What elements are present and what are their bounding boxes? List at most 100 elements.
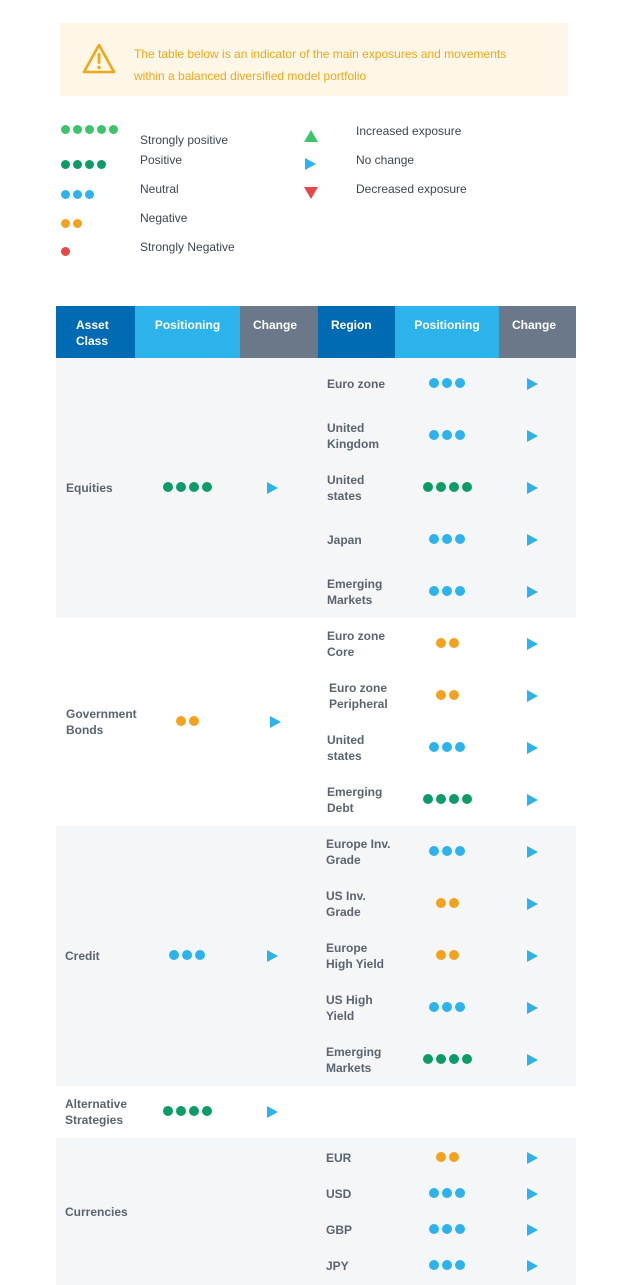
rating-dot (162, 1106, 173, 1116)
rating-dot (455, 586, 465, 596)
region-name-line1: JPY (326, 1259, 349, 1273)
region-name-line2: High Yield (326, 957, 385, 971)
region-positioning (422, 1054, 472, 1064)
region-name-line1: Europe Inv. (326, 837, 391, 851)
asset-class-positioning (162, 482, 212, 492)
region-positioning (429, 1002, 465, 1012)
region-positioning (429, 430, 465, 440)
rating-dot (461, 794, 472, 804)
rating-dot (448, 690, 459, 700)
rating-dot (429, 846, 439, 856)
region-name: Emerging Markets (326, 1044, 381, 1076)
region-name-line2: states (327, 749, 362, 763)
rating-dot (455, 742, 465, 752)
legend-label-decreased: Decreased exposure (356, 182, 467, 196)
region-name-line1: Euro zone (327, 629, 386, 643)
table-header: Asset Class Positioning Change Region Po… (56, 306, 576, 358)
region-name-line1: USD (326, 1187, 352, 1201)
region-name-line2: Yield (326, 1009, 355, 1023)
legend-dots-strongly-negative (61, 247, 70, 256)
legend-label-strongly-positive: Strongly positive (140, 133, 229, 147)
header-change-2: Change (499, 306, 576, 358)
region-name-line1: United (327, 733, 365, 747)
legend-label-neutral: Neutral (140, 182, 179, 196)
legend-label-negative: Negative (140, 211, 188, 225)
asset-class-name-line1: Alternative (65, 1097, 128, 1111)
rating-dot (455, 846, 465, 856)
rating-dot (188, 1106, 199, 1116)
region-name-line1: Emerging (327, 577, 383, 591)
rating-dot (429, 430, 439, 440)
region-name-line2: Kingdom (327, 437, 379, 451)
region-positioning (429, 1188, 465, 1198)
region-change-icon (527, 794, 538, 806)
asset-class-name-line2: Strategies (65, 1113, 124, 1127)
region-name: Emerging Markets (327, 576, 382, 608)
rating-dot (461, 1054, 472, 1064)
region-name: GBP (326, 1222, 352, 1238)
region-name-line2: Debt (327, 801, 354, 815)
header-positioning-2: Positioning (395, 306, 499, 358)
region-positioning (422, 794, 472, 804)
rating-dot (188, 716, 199, 726)
region-change-icon (527, 1224, 538, 1236)
rating-dot (429, 1224, 439, 1234)
region-name: Euro zone Core (327, 628, 385, 660)
header-asset-class-line2: Class (76, 334, 109, 348)
triangle-down-icon (304, 187, 318, 199)
region-positioning (429, 1260, 465, 1270)
region-name: Emerging Debt (327, 784, 382, 816)
rating-dot (448, 950, 459, 960)
legend-label-positive: Positive (140, 153, 183, 167)
region-positioning (435, 638, 459, 648)
rating-dot (201, 482, 212, 492)
region-change-icon (527, 846, 538, 858)
header-asset-class: Asset Class (56, 306, 135, 358)
exposure-table: Asset Class Positioning Change Region Po… (56, 306, 576, 1285)
asset-class-name: Equities (66, 480, 113, 496)
region-name: Euro zone (327, 376, 385, 392)
rating-dot (442, 742, 452, 752)
triangle-right-icon (305, 158, 316, 170)
header-positioning: Positioning (135, 306, 240, 358)
rating-dot (429, 1188, 439, 1198)
rating-dot (175, 716, 186, 726)
rating-dot (448, 794, 459, 804)
region-name-line1: GBP (326, 1223, 353, 1237)
region-change-icon (527, 638, 538, 650)
region-change-icon (527, 586, 538, 598)
rating-dot (435, 794, 446, 804)
region-name: US Inv. Grade (326, 888, 366, 920)
rating-dot (435, 482, 446, 492)
region-name-line1: Emerging (327, 785, 383, 799)
triangle-up-icon (304, 130, 318, 142)
region-name: JPY (326, 1258, 349, 1274)
asset-class-name: Alternative Strategies (65, 1096, 127, 1128)
rating-dot (195, 950, 205, 960)
asset-class-name: Credit (65, 948, 100, 964)
header-region: Region (318, 306, 395, 358)
region-positioning (429, 586, 465, 596)
legend-dots-strongly-positive (61, 125, 118, 134)
rating-dot (461, 482, 472, 492)
region-positioning (429, 846, 465, 856)
region-change-icon (527, 1188, 538, 1200)
region-name-line2: Markets (327, 593, 373, 607)
rating-dot (455, 1188, 465, 1198)
asset-class-name-line1: Currencies (65, 1205, 128, 1219)
region-name-line1: Europe (326, 941, 368, 955)
region-positioning (435, 1152, 459, 1162)
region-name-line1: Emerging (326, 1045, 382, 1059)
rating-dot (201, 1106, 212, 1116)
region-change-icon (527, 1002, 538, 1014)
legend-label-strongly-negative: Strongly Negative (140, 240, 235, 254)
region-name: United Kingdom (327, 420, 379, 452)
asset-class-change-icon (267, 1106, 278, 1118)
asset-class-change-icon (267, 482, 278, 494)
region-name-line1: Japan (327, 533, 362, 547)
notice-text: The table below is an indicator of the m… (134, 43, 554, 87)
region-positioning (422, 482, 472, 492)
region-name-line2: Grade (326, 853, 361, 867)
rating-dot (442, 1002, 452, 1012)
region-positioning (429, 534, 465, 544)
